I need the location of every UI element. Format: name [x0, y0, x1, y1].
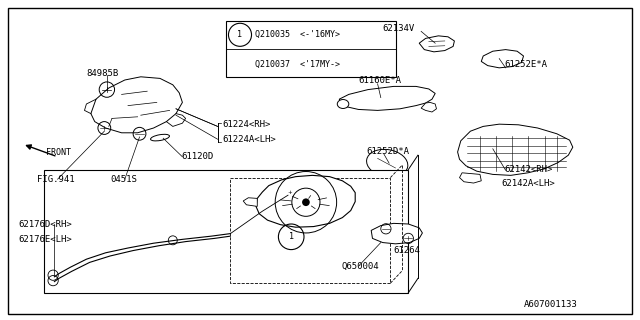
Text: 0451S: 0451S	[110, 175, 137, 184]
Circle shape	[302, 198, 310, 206]
Bar	[226, 21, 396, 77]
Text: 62176E<LH>: 62176E<LH>	[18, 235, 72, 244]
Text: 61224<RH>: 61224<RH>	[223, 120, 271, 129]
Text: A607001133: A607001133	[524, 300, 577, 309]
Polygon shape	[458, 124, 573, 175]
Text: FRONT: FRONT	[46, 148, 71, 157]
Polygon shape	[339, 86, 435, 110]
Text: Q210037  <'17MY->: Q210037 <'17MY->	[255, 60, 340, 68]
Text: 62142<RH>: 62142<RH>	[504, 165, 553, 174]
Text: +: +	[287, 189, 292, 195]
Polygon shape	[481, 50, 524, 68]
Text: 84985B: 84985B	[86, 69, 118, 78]
Polygon shape	[421, 102, 436, 112]
Text: 62142A<LH>: 62142A<LH>	[501, 179, 555, 188]
Text: 61252E*A: 61252E*A	[504, 60, 547, 69]
Ellipse shape	[337, 100, 349, 108]
Text: Q650004: Q650004	[341, 262, 379, 271]
Ellipse shape	[367, 149, 408, 177]
Polygon shape	[460, 173, 481, 183]
Bar	[44, 170, 408, 293]
Text: 61224A<LH>: 61224A<LH>	[223, 135, 276, 144]
Polygon shape	[419, 36, 454, 52]
Text: FIG.941: FIG.941	[37, 175, 75, 184]
Text: 1: 1	[289, 232, 294, 241]
Text: 61252D*A: 61252D*A	[366, 147, 409, 156]
Polygon shape	[243, 198, 257, 206]
Polygon shape	[91, 77, 182, 133]
Text: 61120D: 61120D	[181, 152, 213, 161]
Text: 1: 1	[237, 30, 243, 39]
Text: 61264: 61264	[394, 246, 420, 255]
Text: 62176D<RH>: 62176D<RH>	[18, 220, 72, 228]
Polygon shape	[256, 175, 355, 227]
Bar	[230, 178, 390, 283]
Text: 61160E*A: 61160E*A	[358, 76, 401, 85]
Text: 62134V: 62134V	[383, 24, 415, 33]
Ellipse shape	[150, 134, 170, 141]
Polygon shape	[371, 223, 422, 244]
Text: Q210035  <-'16MY>: Q210035 <-'16MY>	[255, 30, 340, 39]
